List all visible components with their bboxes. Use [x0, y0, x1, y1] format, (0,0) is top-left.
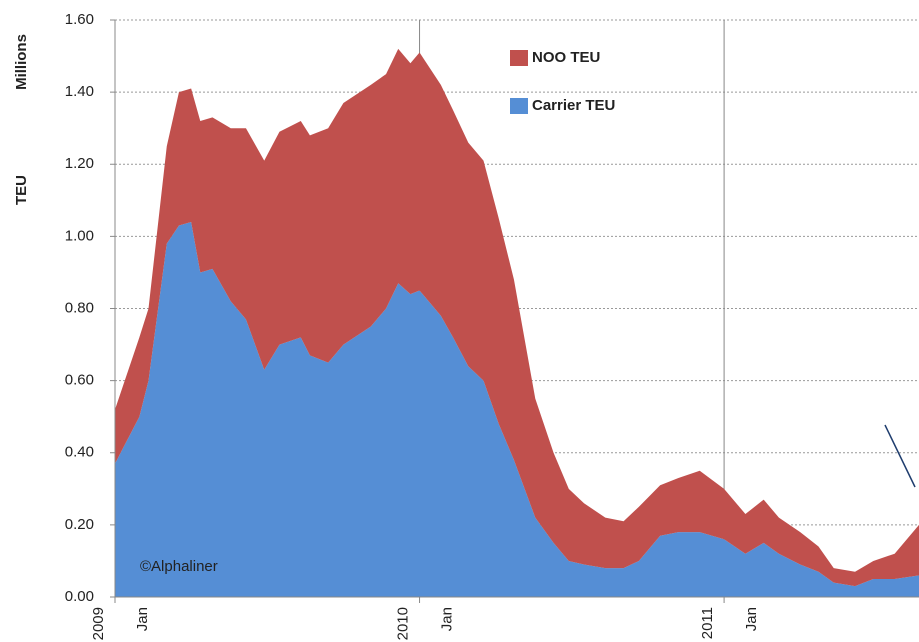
y-tick-label: 0.80	[65, 299, 94, 316]
y-axis-label: TEU	[13, 175, 30, 205]
area	[115, 221, 919, 597]
y-tick-label: 1.60	[65, 11, 94, 28]
x-tick-sublabel: Jan	[439, 607, 456, 631]
y-unit-label: Millions	[13, 34, 30, 90]
y-tick-label: 0.40	[65, 444, 94, 461]
x-tick-label: 2011	[699, 607, 716, 639]
x-tick-label: 2010	[395, 607, 412, 640]
y-tick-label: 1.40	[65, 83, 94, 100]
legend-swatch	[510, 50, 528, 66]
annotation: ©Alphaliner	[140, 558, 218, 575]
y-tick-label: 0.20	[65, 516, 94, 533]
legend-swatch	[510, 98, 528, 114]
x-tick-sublabel: Jan	[743, 607, 760, 631]
legend-label: NOO TEU	[532, 49, 600, 66]
area	[115, 48, 919, 587]
legend-label: Carrier TEU	[532, 97, 615, 114]
y-tick-label: 0.60	[65, 372, 94, 389]
x-tick-label: 2009	[90, 607, 107, 640]
arrow	[884, 424, 916, 488]
y-tick-label: 1.20	[65, 155, 94, 172]
y-tick-label: 1.00	[65, 227, 94, 244]
x-tick-sublabel: Jan	[134, 607, 151, 631]
y-tick-label: 0.00	[65, 588, 94, 605]
